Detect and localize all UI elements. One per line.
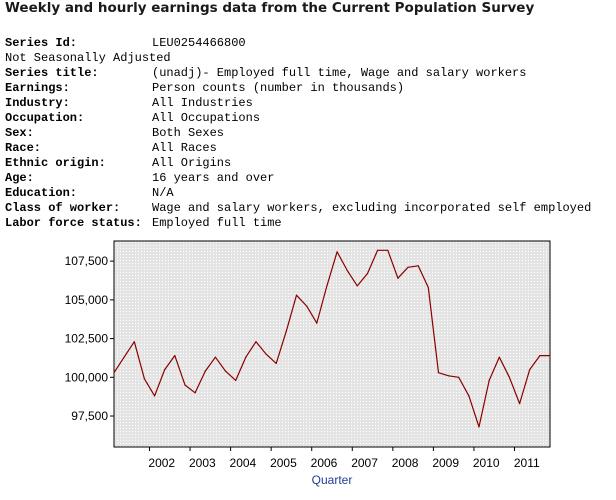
data-point <box>397 277 399 279</box>
x-tick-label: 2003 <box>189 456 216 470</box>
x-tick-label: 2009 <box>432 456 459 470</box>
data-point <box>346 269 348 272</box>
metadata-value: (unadj)- Employed full time, Wage and sa… <box>152 66 527 80</box>
metadata-value: Employed full time <box>152 216 282 230</box>
data-point <box>235 379 237 381</box>
data-point <box>295 294 298 296</box>
metadata-value: All Origins <box>152 156 232 170</box>
metadata-value: LEU0254466800 <box>152 36 246 50</box>
data-point <box>306 305 308 307</box>
data-point <box>417 265 419 267</box>
y-tick-label: 105,000 <box>65 293 109 307</box>
data-point <box>275 362 277 364</box>
data-point <box>488 379 490 381</box>
earnings-line-chart: 97,500 100,000 102,500 105,000 107,500 2002 20… <box>65 240 551 487</box>
data-point <box>508 376 511 378</box>
metadata-value: All Occupations <box>152 111 261 125</box>
data-point <box>245 356 247 358</box>
x-tick-label: 2010 <box>473 456 500 470</box>
data-point <box>133 341 135 343</box>
data-point <box>326 285 328 287</box>
metadata-value: N/A <box>152 186 174 200</box>
data-point <box>123 356 125 358</box>
y-tick-label: 102,500 <box>65 332 109 346</box>
metadata-value: Person counts (number in thousands) <box>152 81 405 95</box>
data-point <box>539 355 541 357</box>
metadata-label: Sex: <box>5 126 34 140</box>
data-point <box>387 249 389 251</box>
metadata-label: Education: <box>5 186 78 200</box>
data-point <box>468 395 470 397</box>
y-tick-label: 100,000 <box>65 370 109 384</box>
data-point <box>224 370 227 372</box>
metadata-label: Ethnic origin: <box>5 156 106 170</box>
metadata-value: Both Sexes <box>152 126 225 140</box>
data-point <box>214 356 216 358</box>
x-tick-label: 2002 <box>148 456 175 470</box>
metadata-label: Earnings: <box>5 81 70 95</box>
metadata-label: Series Id: <box>5 36 78 50</box>
x-tick-label: 2006 <box>311 456 338 470</box>
metadata-label: Age: <box>5 171 34 185</box>
data-point <box>143 378 146 380</box>
y-tick-label: 107,500 <box>65 254 109 268</box>
data-point <box>437 372 440 374</box>
metadata-note: Not Seasonally Adjusted <box>5 51 171 65</box>
data-point <box>174 355 176 357</box>
metadata-label: Occupation: <box>5 111 85 125</box>
metadata-label: Race: <box>5 141 42 155</box>
data-point <box>518 403 521 405</box>
data-point <box>204 370 206 372</box>
metadata-label: Class of worker: <box>5 201 121 215</box>
plot-border <box>113 240 551 448</box>
x-tick-label: 2007 <box>351 456 378 470</box>
data-point <box>407 266 409 268</box>
metadata-value: All Races <box>152 141 217 155</box>
plot-area <box>114 241 550 447</box>
data-point <box>529 368 531 371</box>
data-point <box>458 376 460 378</box>
data-point <box>336 251 338 253</box>
y-tick-label: 97,500 <box>71 409 108 423</box>
metadata-value: All Industries <box>152 96 253 110</box>
data-point <box>285 330 287 332</box>
x-tick-label: 2004 <box>230 456 257 470</box>
data-point <box>164 368 166 371</box>
x-tick-label: 2005 <box>270 456 297 470</box>
metadata-label: Labor force status: <box>5 216 142 230</box>
series-line <box>113 249 550 428</box>
data-point <box>498 356 500 358</box>
metadata-value: Wage and salary workers, excluding incor… <box>152 201 592 215</box>
metadata-value: 16 years and over <box>152 171 275 185</box>
metadata-label: Series title: <box>5 66 99 80</box>
x-tick-label: 2008 <box>392 456 419 470</box>
data-point <box>316 322 318 324</box>
x-axis-label: Quarter <box>312 473 353 487</box>
data-point <box>377 249 379 251</box>
data-point <box>113 372 115 374</box>
data-point <box>366 272 369 275</box>
data-point <box>549 355 551 357</box>
data-point <box>194 392 196 394</box>
data-point <box>255 341 257 343</box>
data-point <box>153 395 156 397</box>
data-point <box>265 353 267 355</box>
data-point <box>427 286 429 289</box>
metadata-label: Industry: <box>5 96 70 110</box>
data-point <box>478 426 480 428</box>
x-tick-label: 2011 <box>514 456 540 470</box>
page-title: Weekly and hourly earnings data from the… <box>5 0 535 16</box>
data-point <box>356 285 358 287</box>
data-point <box>448 375 450 377</box>
data-point <box>184 384 186 386</box>
